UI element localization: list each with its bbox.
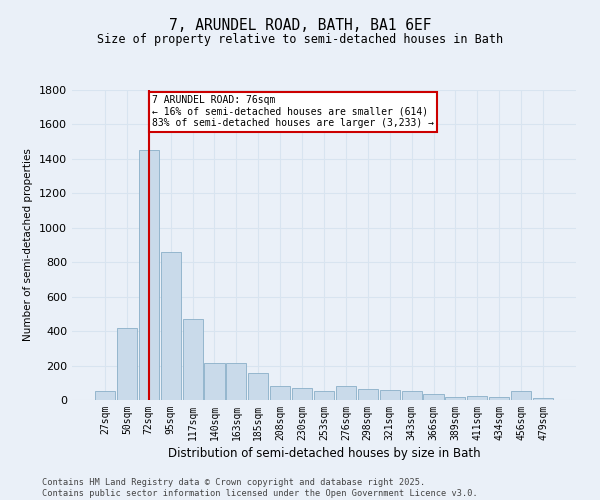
Bar [161,252,181,400]
Text: Contains HM Land Registry data © Crown copyright and database right 2025.
Contai: Contains HM Land Registry data © Crown c… [42,478,478,498]
Bar [248,374,268,400]
Bar [533,398,553,400]
Bar [117,328,137,400]
Bar [314,392,334,400]
Text: Size of property relative to semi-detached houses in Bath: Size of property relative to semi-detach… [97,32,503,46]
Text: 7 ARUNDEL ROAD: 76sqm
← 16% of semi-detached houses are smaller (614)
83% of sem: 7 ARUNDEL ROAD: 76sqm ← 16% of semi-deta… [152,95,434,128]
Bar [511,392,531,400]
Bar [95,390,115,400]
Text: 7, ARUNDEL ROAD, BATH, BA1 6EF: 7, ARUNDEL ROAD, BATH, BA1 6EF [169,18,431,32]
Bar [270,386,290,400]
Bar [489,398,509,400]
Bar [358,389,378,400]
Bar [401,392,422,400]
Bar [139,150,159,400]
Bar [205,363,224,400]
Y-axis label: Number of semi-detached properties: Number of semi-detached properties [23,148,34,342]
Bar [292,388,312,400]
Bar [467,396,487,400]
Bar [182,319,203,400]
Bar [336,386,356,400]
Bar [226,363,247,400]
Bar [445,396,466,400]
Bar [380,390,400,400]
Bar [424,394,443,400]
X-axis label: Distribution of semi-detached houses by size in Bath: Distribution of semi-detached houses by … [167,447,481,460]
